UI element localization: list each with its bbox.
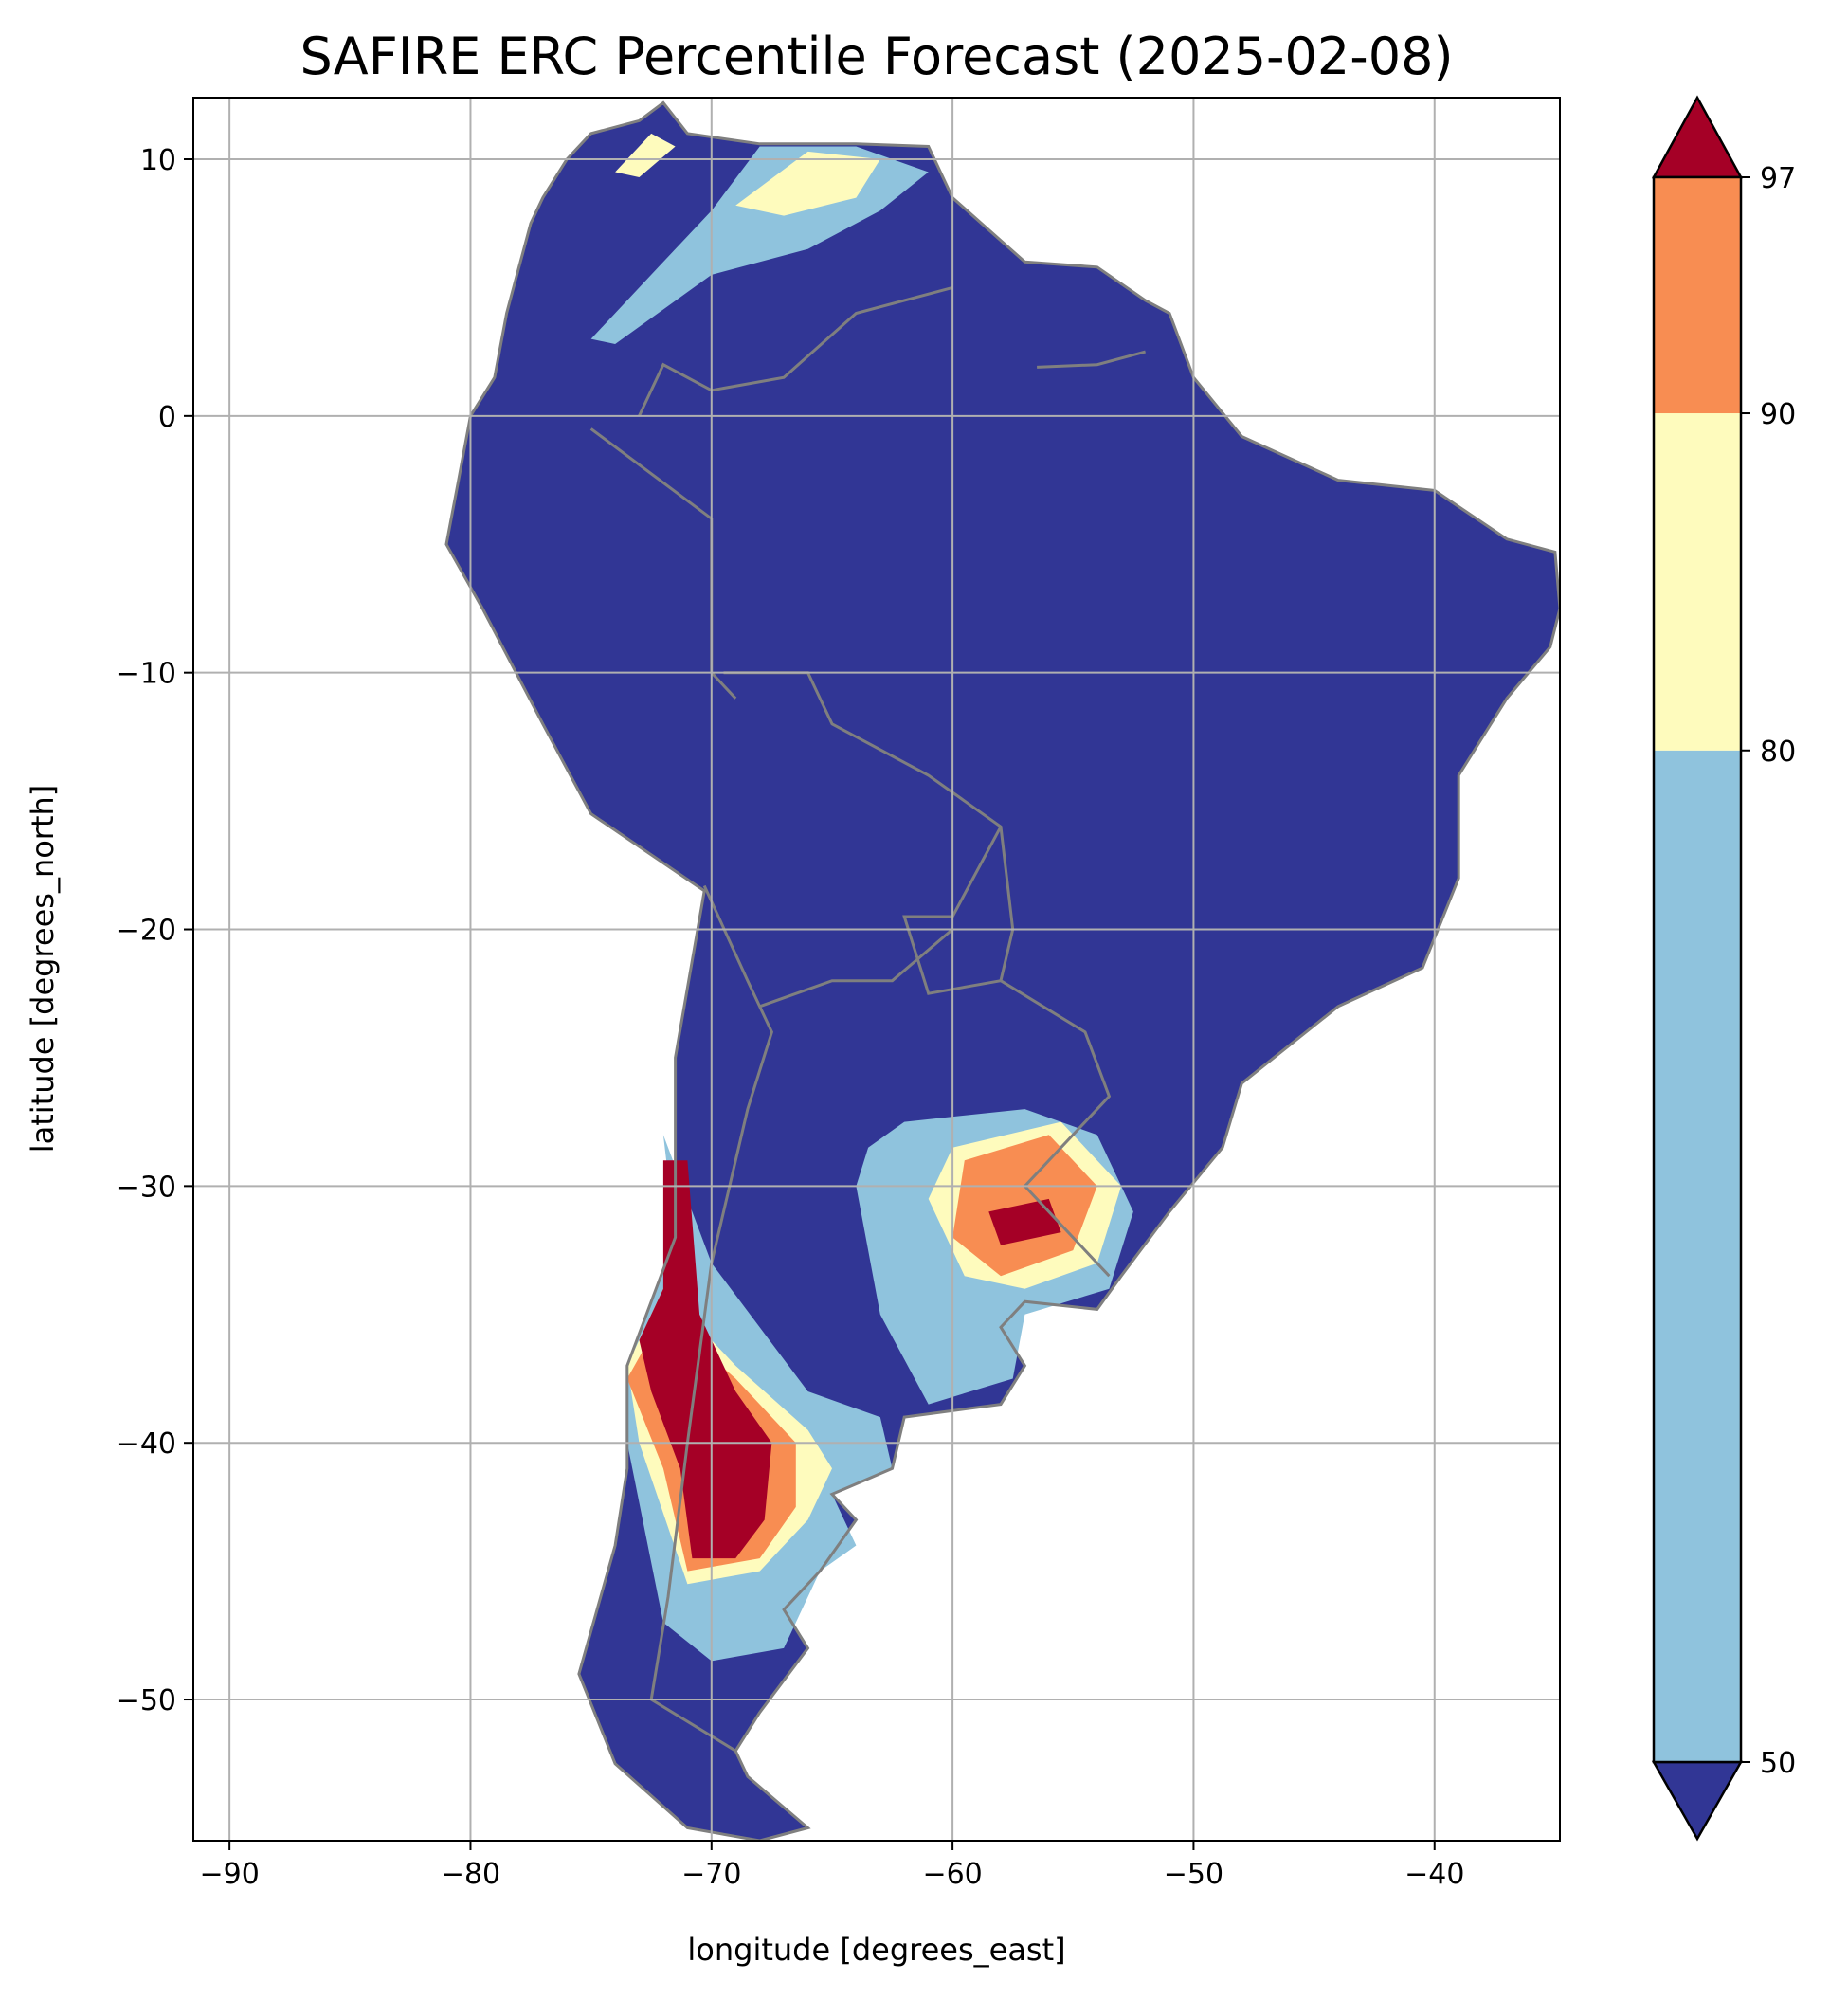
- uruguay-above-97: [988, 1198, 1061, 1245]
- colorbar: 50 80 90 97: [1651, 95, 1796, 1842]
- y-axis-label: latitude [degrees_north]: [25, 785, 61, 1154]
- y-tick-label: −10: [117, 658, 176, 691]
- colorbar-bin: [1654, 413, 1741, 751]
- colorbar-tick-label: 97: [1760, 162, 1796, 195]
- x-tick-label: −70: [681, 1858, 741, 1891]
- plot-area: [444, 100, 1560, 1841]
- colorbar-tick-label: 50: [1760, 1747, 1796, 1780]
- border-line-6: [1037, 350, 1146, 369]
- colorbar-bin: [1654, 177, 1741, 414]
- colorbar-extend-high: [1651, 95, 1744, 179]
- patagonia-above-97: [639, 1160, 772, 1559]
- colombia-80-90: [615, 133, 676, 177]
- plot-frame: [192, 97, 1561, 1842]
- x-axis-label: longitude [degrees_east]: [687, 1932, 1065, 1968]
- colorbar-tick-label: 80: [1760, 736, 1796, 769]
- y-tick-label: 0: [158, 401, 176, 434]
- y-tick-label: −50: [117, 1684, 176, 1717]
- border-line-3: [759, 928, 954, 1009]
- x-tick-label: −80: [441, 1858, 500, 1891]
- colorbar-frame: [1652, 175, 1743, 1764]
- border-line-5: [638, 285, 953, 417]
- coastline: [444, 100, 1560, 1841]
- chart-title: SAFIRE ERC Percentile Forecast (2025-02-…: [299, 27, 1453, 86]
- x-tick-label: −60: [922, 1858, 982, 1891]
- colorbar-extend-low: [1651, 1760, 1744, 1842]
- colorbar-bin: [1654, 750, 1741, 1763]
- colorbar-tick-label: 90: [1760, 398, 1796, 431]
- x-tick-label: −40: [1404, 1858, 1464, 1891]
- y-tick-label: −40: [117, 1427, 176, 1461]
- axis-ticks: −90 −80 −70 −60 −50 −40 10 0 −10 −20 −30 −40 −50: [117, 97, 1561, 1891]
- x-tick-label: −90: [199, 1858, 259, 1891]
- venezuela-80-90: [735, 151, 880, 216]
- y-tick-label: −30: [117, 1171, 176, 1204]
- y-tick-label: 10: [140, 144, 176, 177]
- x-tick-label: −50: [1164, 1858, 1223, 1891]
- map-layer: [444, 100, 1560, 1841]
- y-tick-label: −20: [117, 915, 176, 948]
